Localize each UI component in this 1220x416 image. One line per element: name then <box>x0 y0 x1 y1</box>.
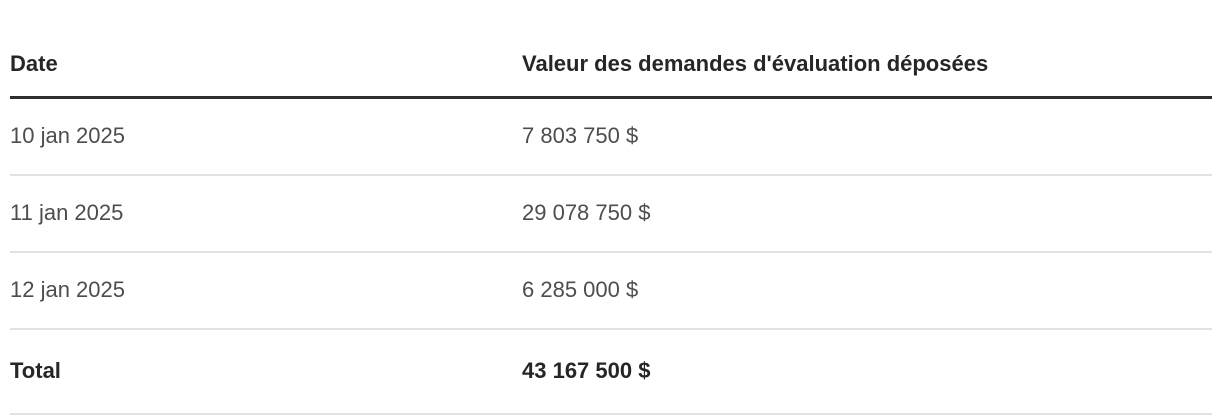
total-row: Total 43 167 500 $ <box>10 329 1212 415</box>
table-row: 12 jan 2025 6 285 000 $ <box>10 252 1212 330</box>
table-row: 10 jan 2025 7 803 750 $ <box>10 97 1212 176</box>
header-row: Date Valeur des demandes d'évaluation dé… <box>10 0 1212 99</box>
total-label: Total <box>10 329 522 415</box>
row-value: 29 078 750 $ <box>522 175 1212 253</box>
total-value: 43 167 500 $ <box>522 329 1212 415</box>
table-row: 11 jan 2025 29 078 750 $ <box>10 175 1212 253</box>
valuations-table: Date Valeur des demandes d'évaluation dé… <box>10 0 1212 415</box>
column-header-date: Date <box>10 0 522 99</box>
row-value: 6 285 000 $ <box>522 252 1212 330</box>
row-date: 10 jan 2025 <box>10 97 522 176</box>
row-value: 7 803 750 $ <box>522 97 1212 176</box>
row-date: 11 jan 2025 <box>10 175 522 253</box>
row-date: 12 jan 2025 <box>10 252 522 330</box>
column-header-value: Valeur des demandes d'évaluation déposée… <box>522 0 1212 99</box>
